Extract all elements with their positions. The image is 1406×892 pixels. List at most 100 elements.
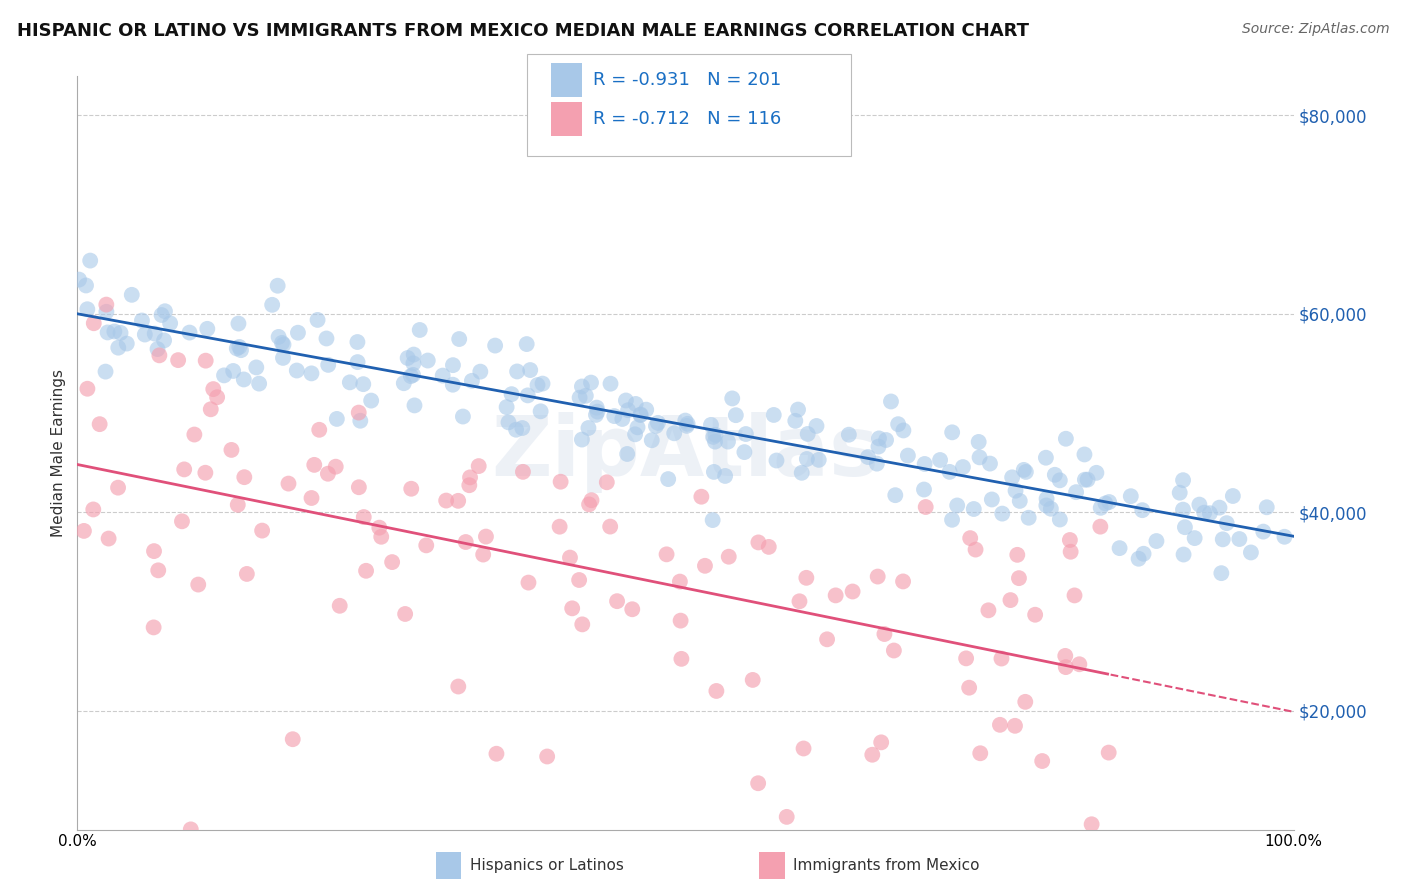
Point	[512, 465, 534, 479]
Point	[880, 394, 903, 409]
Point	[531, 376, 554, 391]
Point	[586, 404, 609, 418]
Point	[860, 747, 883, 762]
Point	[1004, 483, 1026, 498]
Point	[868, 432, 890, 446]
Point	[575, 389, 598, 403]
Point	[1108, 541, 1130, 555]
Point	[568, 391, 591, 405]
Point	[1212, 533, 1234, 547]
Point	[717, 434, 740, 449]
Point	[236, 566, 259, 581]
Point	[721, 392, 744, 406]
Point	[153, 304, 176, 318]
Point	[402, 356, 425, 370]
Point	[1054, 432, 1077, 446]
Point	[724, 408, 747, 422]
Point	[308, 423, 330, 437]
Point	[841, 584, 863, 599]
Point	[548, 519, 571, 533]
Point	[79, 253, 101, 268]
Point	[693, 558, 716, 573]
Point	[285, 363, 308, 377]
Point	[568, 573, 591, 587]
Point	[1024, 607, 1046, 622]
Point	[392, 376, 415, 391]
Point	[399, 369, 422, 384]
Point	[1174, 520, 1197, 534]
Point	[228, 317, 250, 331]
Point	[381, 555, 404, 569]
Point	[194, 466, 217, 480]
Point	[614, 393, 637, 408]
Point	[97, 532, 120, 546]
Point	[301, 367, 323, 381]
Text: R = -0.712   N = 116: R = -0.712 N = 116	[593, 110, 782, 128]
Point	[647, 416, 669, 430]
Point	[952, 460, 974, 475]
Text: R = -0.931   N = 201: R = -0.931 N = 201	[593, 71, 782, 89]
Point	[612, 412, 634, 426]
Point	[1035, 450, 1057, 465]
Point	[530, 404, 553, 418]
Point	[202, 382, 225, 396]
Point	[179, 326, 201, 340]
Point	[1004, 719, 1026, 733]
Point	[232, 372, 254, 386]
Point	[941, 513, 963, 527]
Point	[645, 419, 668, 434]
Point	[107, 341, 129, 355]
Point	[657, 472, 679, 486]
Point	[153, 334, 176, 348]
Point	[1080, 817, 1102, 831]
Point	[706, 684, 728, 698]
Point	[143, 544, 166, 558]
Point	[159, 316, 181, 330]
Point	[349, 414, 371, 428]
Point	[1035, 491, 1057, 506]
Point	[409, 323, 432, 337]
Point	[485, 747, 508, 761]
Point	[1168, 485, 1191, 500]
Point	[558, 550, 581, 565]
Point	[1039, 501, 1062, 516]
Point	[451, 409, 474, 424]
Point	[368, 521, 391, 535]
Point	[394, 607, 416, 621]
Point	[346, 334, 368, 349]
Point	[262, 298, 284, 312]
Point	[1171, 502, 1194, 516]
Point	[134, 327, 156, 342]
Point	[1171, 473, 1194, 487]
Point	[307, 313, 329, 327]
Point	[416, 353, 439, 368]
Point	[517, 575, 540, 590]
Point	[432, 368, 454, 383]
Point	[621, 602, 644, 616]
Point	[669, 614, 692, 628]
Point	[1090, 519, 1112, 533]
Point	[267, 330, 290, 344]
Point	[76, 302, 98, 317]
Point	[624, 427, 647, 442]
Point	[977, 603, 1000, 617]
Point	[370, 530, 392, 544]
Point	[626, 420, 648, 434]
Point	[785, 414, 807, 428]
Point	[121, 288, 143, 302]
Point	[1198, 506, 1220, 520]
Point	[115, 336, 138, 351]
Point	[97, 326, 120, 340]
Point	[73, 524, 96, 538]
Point	[585, 401, 607, 415]
Point	[669, 574, 692, 589]
Point	[1130, 503, 1153, 517]
Point	[501, 387, 523, 401]
Point	[516, 388, 538, 402]
Point	[603, 409, 626, 423]
Point	[1251, 524, 1274, 539]
Point	[891, 574, 914, 589]
Point	[585, 408, 607, 422]
Point	[714, 469, 737, 483]
Point	[963, 502, 986, 516]
